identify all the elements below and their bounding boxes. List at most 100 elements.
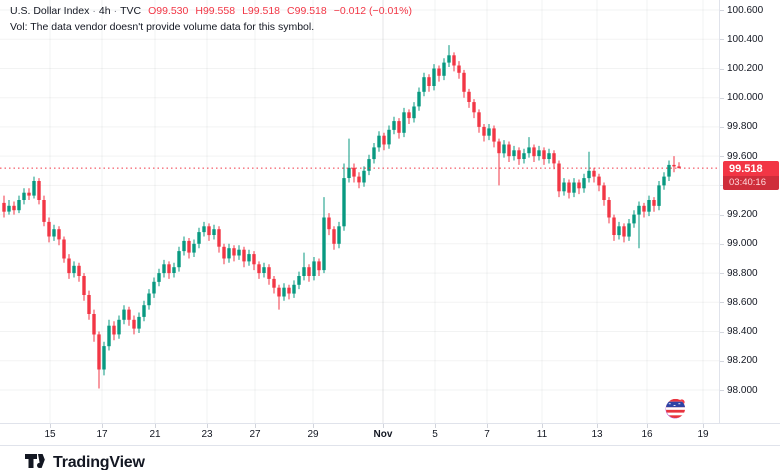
symbol-legend-row: U.S. Dollar Index · 4h · TVC O99.530 H99.558 L9… [10,5,412,17]
candlestick-chart[interactable] [0,0,719,423]
tradingview-logo-mark [25,454,47,468]
candle-body [567,182,571,193]
price-axis-tick [720,360,724,362]
time-axis-label: 5 [432,429,438,440]
candle-body [142,305,146,317]
price-axis-tick [720,302,724,304]
candle-body [237,249,241,256]
candle-body [362,170,366,183]
candle-body [477,112,481,127]
time-axis-label: 13 [591,429,603,440]
candle-body [542,150,546,160]
candle-body [2,202,6,212]
open-value: O99.530 [148,5,189,17]
us-flag-icon[interactable] [664,397,687,420]
candle-body [662,176,666,186]
candle-body [312,261,316,276]
candle-body [62,239,66,259]
candle-body [217,229,221,247]
candle-body [552,153,556,164]
change-value: −0.012 (−0.01%) [333,5,412,17]
price-axis-label: 98.800 [727,267,758,279]
candle-body [187,240,191,253]
candle-body [72,265,76,274]
candle-body [52,229,56,237]
candle-body [597,176,601,186]
candle-body [512,150,516,157]
candle-body [107,325,111,347]
candle-body [562,182,566,192]
candle-body [372,147,376,160]
candle-body [557,163,561,192]
time-axis-tick [255,424,256,428]
candle-body [27,192,31,196]
tradingview-logo[interactable]: TradingView [25,454,145,470]
candle-body [442,62,446,76]
candle-body [472,102,476,113]
candle-body [342,178,346,227]
candle-body [367,159,371,171]
candle-body [672,164,676,167]
price-axis-label: 100.200 [727,63,764,74]
current-price-value: 99.518 [729,162,763,175]
chart-pane[interactable]: U.S. Dollar Index · 4h · TVC O99.530 H99.558 L9… [0,0,719,423]
price-axis-label: 99.600 [727,150,758,162]
candle-body [382,135,386,145]
candle-body [112,325,116,335]
candle-body [297,276,301,285]
candle-body [677,166,681,169]
time-axis-label: 23 [201,429,213,440]
candle-body [537,150,541,157]
time-axis[interactable]: 15 17 21 23 27 29 Nov 5 7 11 13 16 19 [0,423,780,446]
candle-body [12,205,16,211]
interval-value[interactable]: 4h [98,5,111,17]
price-axis-label: 99.200 [727,209,758,221]
candle-body [592,170,596,177]
candle-body [177,251,181,268]
candle-body [87,295,91,314]
candle-body [157,273,161,282]
time-axis-label: 19 [697,429,709,440]
candle-body [307,267,311,276]
candle-body [587,170,591,179]
candle-body [337,226,341,244]
candle-body [357,176,361,183]
candle-body [97,334,101,370]
time-axis-tick [542,424,543,428]
candle-body [132,319,136,329]
low-value: L99.518 [242,5,281,17]
candle-body [407,112,411,119]
time-axis-label: 11 [536,429,548,440]
candle-body [327,217,331,230]
time-axis-label: 7 [484,429,490,440]
candle-body [507,144,511,157]
time-axis-label: 21 [149,429,161,440]
candle-body [627,223,631,237]
candle-body [392,121,396,130]
close-value: C99.518 [287,5,327,17]
candle-body [487,128,491,136]
price-axis-label: 98.200 [727,355,758,367]
price-axis-tick [720,156,724,158]
time-axis-tick [50,424,51,428]
price-axis[interactable]: 100.600 100.400 100.200 100.000 99.800 99.600… [719,0,780,446]
time-axis-tick [102,424,103,428]
candle-body [397,121,401,133]
candle-body [402,112,406,133]
price-axis-tick [720,243,724,245]
candle-body [527,147,531,154]
price-axis-tick [720,39,724,41]
candle-body [37,181,41,200]
candle-body [7,205,11,212]
price-axis-label: 98.000 [727,384,758,396]
candle-body [302,267,306,276]
candle-body [22,192,26,200]
price-axis-label: 99.800 [727,121,758,133]
candle-body [292,284,296,294]
candle-body [272,278,276,288]
candle-body [502,144,506,154]
candle-body [602,185,606,200]
exchange-name: TVC [120,5,142,17]
candle-body [577,182,581,189]
symbol-title[interactable]: U.S. Dollar Index [10,5,90,17]
